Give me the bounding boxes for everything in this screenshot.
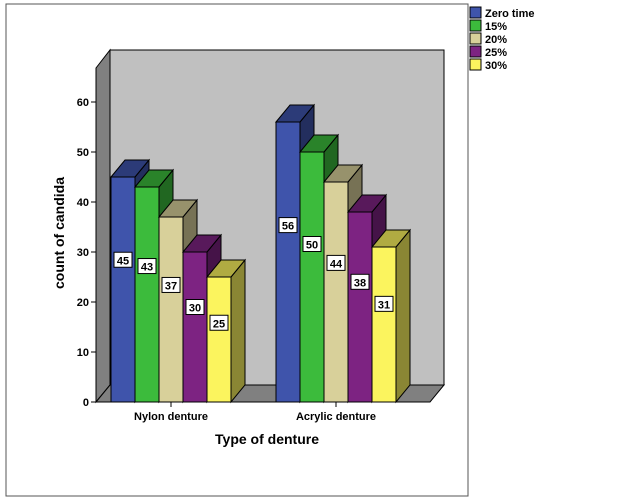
category-label: Acrylic denture [296,411,376,423]
svg-text:45: 45 [117,255,129,267]
y-tick-label: 20 [77,297,89,309]
legend-swatch [469,19,482,32]
legend-label: 25% [485,47,507,59]
svg-text:25: 25 [213,318,225,330]
svg-text:30: 30 [189,303,201,315]
svg-text:56: 56 [282,221,294,233]
legend-swatch [469,32,482,45]
category-label: Nylon denture [134,411,208,423]
data-label: 45 [113,251,133,268]
legend-label: 20% [485,34,507,46]
y-tick-label: 60 [77,97,89,109]
bar [370,228,412,404]
data-label: 37 [161,276,181,293]
legend-label: 30% [485,60,507,72]
data-label: 44 [326,254,346,271]
y-tick-label: 40 [77,197,89,209]
data-labels: 45 43 37 30 25 56 50 44 38 31 [113,217,394,331]
bars [109,103,412,404]
legend-swatch [469,58,482,71]
x-axis-title: Type of denture [215,431,319,447]
legend-label: Zero time [485,8,535,20]
legend-swatch [469,45,482,58]
data-label: 56 [278,217,298,234]
y-tick-label: 0 [83,397,89,409]
data-label: 50 [302,236,322,252]
svg-text:50: 50 [306,240,318,252]
legend-label: 15% [485,21,507,33]
legend-item: 20% [469,32,507,46]
data-label: 31 [374,295,394,312]
y-tick-label: 10 [77,347,89,359]
svg-text:44: 44 [330,258,343,270]
svg-text:43: 43 [141,262,153,274]
legend-swatch [469,6,482,19]
data-label: 38 [350,273,370,290]
y-axis: 0 10 20 30 40 50 60 [77,68,97,409]
bar [205,258,247,404]
legend-item: 30% [469,58,507,72]
svg-text:38: 38 [354,277,366,289]
data-label: 43 [137,258,157,275]
y-tick-label: 50 [77,147,89,159]
y-axis-title: count of candida [51,177,67,289]
legend-item: 25% [469,45,507,59]
legend-item: Zero time [469,6,535,20]
svg-text:31: 31 [378,299,390,311]
svg-text:37: 37 [165,280,177,292]
y-tick-label: 30 [77,247,89,259]
data-label: 25 [209,314,229,331]
data-label: 30 [185,299,205,315]
side-wall [95,48,111,404]
legend-item: 15% [469,19,507,33]
